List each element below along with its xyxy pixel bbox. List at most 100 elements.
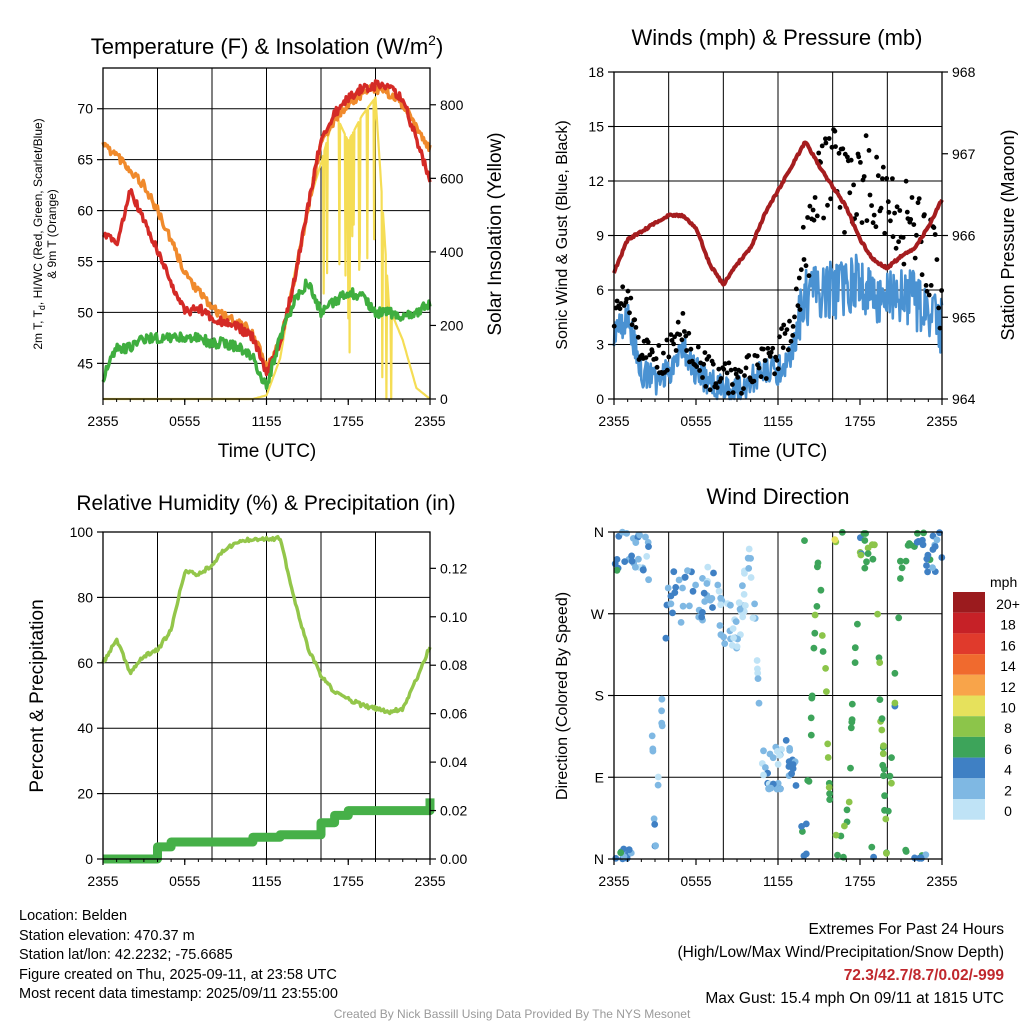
winds-xlabel: Time (UTC) (729, 441, 828, 462)
direction-point (679, 584, 686, 592)
gust-point (904, 209, 910, 215)
humidity-yticks-right: 0.00 0.02 0.04 0.06 0.08 0.10 0.12 (430, 560, 467, 867)
direction-point (914, 529, 921, 537)
gust-point (912, 255, 918, 261)
gust-point (668, 332, 674, 337)
gust-point (863, 133, 869, 139)
direction-point (848, 700, 856, 708)
direction-point (754, 665, 761, 673)
speed-legend-title: mph (990, 574, 1017, 590)
gust-point (922, 212, 927, 218)
gust-point (703, 384, 709, 389)
tick-label: 0.10 (440, 609, 467, 625)
gust-point (871, 212, 877, 218)
winds-yticks-left: 0 3 6 9 12 15 18 (588, 64, 614, 407)
direction-point (923, 562, 930, 569)
gust-point (677, 332, 683, 337)
direction-point (681, 573, 689, 581)
station-elevation: Station elevation: 470.37 m (19, 927, 195, 944)
gust-point (816, 150, 822, 156)
direction-point (754, 675, 762, 682)
time-tick-label: 1155 (763, 413, 793, 429)
direction-point (832, 831, 840, 839)
gust-point (701, 361, 707, 367)
direction-point (847, 724, 855, 732)
gust-point (936, 305, 942, 311)
gust-point (870, 220, 876, 226)
legend-label: 18 (1000, 617, 1016, 633)
direction-point (729, 625, 737, 632)
wind-speed-line (612, 253, 944, 401)
gust-point (851, 182, 856, 188)
direction-point (733, 643, 741, 650)
direction-point (891, 669, 899, 677)
gust-point (915, 200, 921, 206)
gust-point (892, 210, 897, 216)
direction-point (924, 568, 931, 576)
direction-point (782, 737, 790, 744)
gust-point (714, 385, 720, 390)
gust-point (890, 176, 895, 182)
direction-point (929, 564, 936, 571)
direction-point (689, 587, 697, 595)
gust-point (873, 224, 879, 230)
direction-point (881, 806, 888, 814)
winds-ylabel-left: Sonic Wind & Gust (Blue, Black) (554, 120, 571, 349)
gust-point (751, 378, 757, 384)
gust-point (823, 136, 828, 142)
direction-point (715, 587, 723, 595)
tick-label: 70 (77, 101, 93, 117)
gust-point (859, 220, 865, 226)
direction-point (807, 714, 815, 722)
direction-point (799, 828, 806, 835)
direction-point (628, 557, 636, 565)
direction-point (628, 552, 635, 560)
tick-label: 9 (596, 228, 604, 244)
gust-point (679, 337, 685, 343)
gust-point (700, 375, 705, 380)
direction-point (747, 555, 754, 562)
direction-point (669, 609, 676, 617)
figure-created: Figure created on Thu, 2025-09-11, at 23… (19, 966, 337, 983)
direction-point (802, 850, 810, 858)
time-tick-label: 0555 (680, 873, 711, 889)
gust-point (828, 196, 833, 202)
temperature-ylabel-left-line2: & 9m T (Orange) (45, 189, 59, 279)
direction-point (717, 631, 725, 639)
gust-point (880, 176, 885, 182)
direction-point (692, 581, 699, 589)
gust-point (756, 365, 762, 371)
precip-line (103, 798, 435, 864)
tick-label: 20 (77, 786, 93, 802)
gust-point (617, 306, 623, 312)
humidity-xticks: 2355 0555 1155 1755 2355 (87, 859, 446, 889)
gust-point (694, 364, 699, 369)
direction-point (825, 784, 833, 791)
temperature-panel: Temperature (F) & Insolation (W/m2) 45 50… (31, 32, 506, 462)
direction-point (762, 764, 769, 771)
max-gust: Max Gust: 15.4 mph On 09/11 at 1815 UTC (705, 990, 1004, 1007)
gust-point (840, 146, 846, 152)
gust-point (796, 275, 802, 281)
direction-tick-label: E (595, 769, 604, 785)
temperature-xticks: 2355 0555 1155 1755 2355 (87, 399, 446, 429)
gust-point (832, 128, 838, 134)
gust-point (900, 235, 906, 240)
direction-point (639, 566, 647, 574)
gust-point (845, 154, 850, 160)
time-tick-label: 1755 (844, 873, 875, 889)
legend-swatch (953, 757, 985, 779)
gust-point (780, 345, 786, 351)
gust-point (805, 215, 810, 220)
direction-tick-label: S (595, 688, 604, 704)
gust-point (632, 317, 638, 323)
direction-point (823, 688, 830, 695)
tick-label: 55 (77, 254, 93, 270)
station-latlon: Station lat/lon: 42.2232; -75.6685 (19, 947, 233, 963)
direction-point (760, 771, 767, 779)
gust-point (706, 354, 712, 359)
direction-point (621, 558, 629, 565)
direction-point (897, 575, 904, 582)
legend-swatch (953, 799, 985, 820)
gust-point (713, 381, 719, 386)
